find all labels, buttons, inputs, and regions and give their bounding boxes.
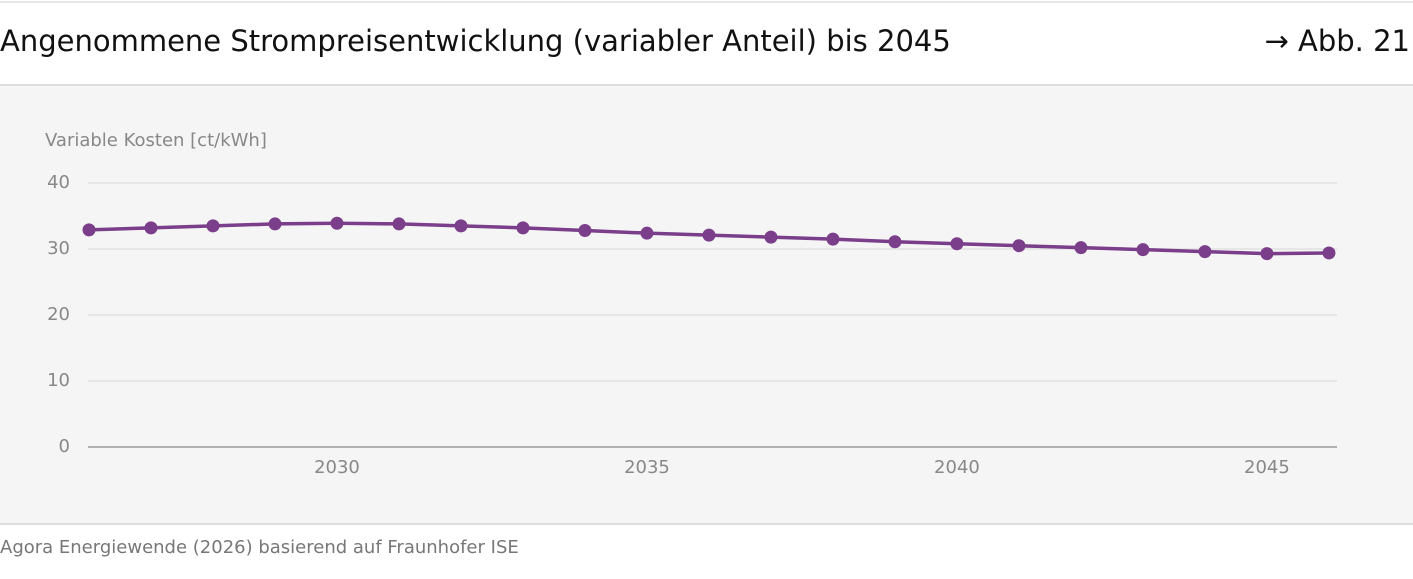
point [144,221,158,235]
point [454,219,468,233]
title: Angenommene Strompreisentwicklung (varia… [0,24,951,58]
y-tick-label: 10 [47,370,70,391]
y-tick-label: 30 [47,238,70,259]
source: Agora Energiewende (2026) basierend auf … [0,537,519,558]
point [1198,245,1212,259]
point [516,221,530,235]
chart-panel [0,86,1413,523]
point [1136,243,1150,257]
point [578,224,592,238]
x-tick-label: 2045 [1244,457,1290,478]
point [82,223,96,237]
point [826,232,840,246]
point [1322,246,1336,260]
point [640,226,654,240]
point [1260,247,1274,261]
point [268,217,282,231]
point [764,230,778,244]
y-tick-label: 40 [47,172,70,193]
point [702,228,716,242]
y-tick-label: 20 [47,304,70,325]
x-tick-label: 2035 [624,457,670,478]
point [888,235,902,249]
point [392,217,406,231]
point [1012,239,1026,253]
figure-ref: → Abb. 21 [1264,24,1410,58]
y-tick-label: 0 [59,436,70,457]
point [950,237,964,251]
point [206,219,220,233]
x-tick-label: 2030 [314,457,360,478]
y-axis-label: Variable Kosten [ct/kWh] [45,130,267,151]
x-tick-label: 2040 [934,457,980,478]
point [1074,241,1088,255]
point [330,216,344,230]
